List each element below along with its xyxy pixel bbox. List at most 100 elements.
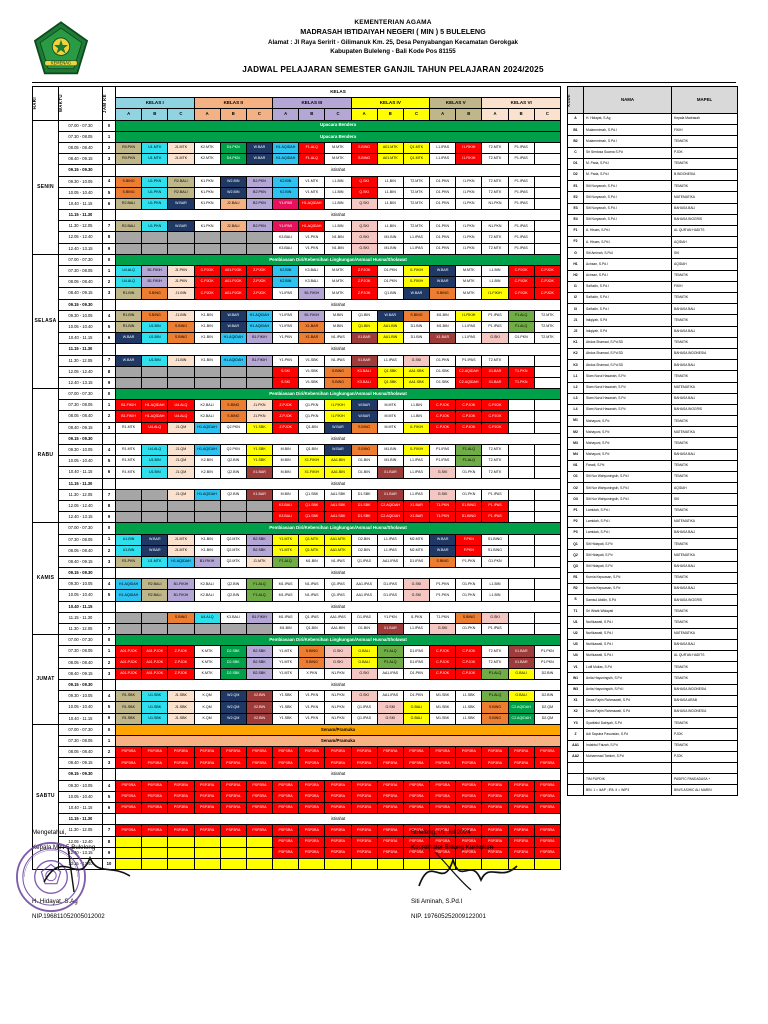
lesson-cell[interactable]: J1.QM xyxy=(167,443,195,457)
lesson-cell[interactable]: PSP3RA xyxy=(193,824,221,837)
lesson-cell[interactable]: Q1.IPAS xyxy=(350,555,378,569)
lesson-cell[interactable]: P1.IPAS xyxy=(481,499,509,513)
lesson-cell[interactable]: G.SKI xyxy=(429,488,457,501)
lesson-cell[interactable]: K3.BALI xyxy=(298,264,326,278)
lesson-cell[interactable]: T2.MTK xyxy=(481,175,509,188)
lesson-cell[interactable]: J1.SBK xyxy=(167,712,195,725)
lesson-cell[interactable]: T2.MTK xyxy=(481,645,509,658)
lesson-cell[interactable]: K3.BALI xyxy=(298,276,326,289)
lesson-cell[interactable]: PSP3RA xyxy=(272,790,300,804)
lesson-cell[interactable]: R1.MTK xyxy=(114,466,143,479)
lesson-cell[interactable]: S.BING xyxy=(324,365,352,378)
lesson-cell[interactable]: H1.AQIDAH xyxy=(298,220,326,233)
lesson-cell[interactable]: B1.FIKIH xyxy=(167,589,195,602)
lesson-cell[interactable]: PSP3RA xyxy=(533,801,562,815)
lesson-cell[interactable]: S.BING xyxy=(298,645,326,658)
lesson-cell[interactable]: Q1.IPAS xyxy=(298,611,326,625)
lesson-cell[interactable]: S.BING xyxy=(114,175,143,188)
lesson-cell[interactable]: J2.BALI xyxy=(219,197,247,211)
lesson-cell[interactable]: Q1.SBK xyxy=(298,499,326,513)
lesson-cell[interactable]: K3.BALI xyxy=(219,611,247,625)
lesson-cell[interactable]: S.BING xyxy=(481,712,509,725)
lesson-cell[interactable]: L1.IPAS xyxy=(402,622,431,636)
lesson-cell[interactable] xyxy=(219,622,247,636)
lesson-cell[interactable]: K3.BALI xyxy=(272,231,300,244)
lesson-cell[interactable]: H1.AQIDAH xyxy=(141,399,169,412)
lesson-cell[interactable]: W2.QM xyxy=(219,690,247,703)
lesson-cell[interactable]: D1.PKN xyxy=(402,690,431,703)
lesson-cell[interactable]: Y1.SBK xyxy=(272,712,300,725)
lesson-cell[interactable]: Y1.SBK xyxy=(245,421,274,434)
lesson-cell[interactable]: S.BING xyxy=(350,141,378,155)
lesson-cell[interactable]: PSP3RA xyxy=(114,779,143,792)
lesson-cell[interactable]: M.MTK xyxy=(376,421,404,434)
lesson-cell[interactable]: Z.PJOK xyxy=(350,287,378,300)
lesson-cell[interactable]: W.BAR xyxy=(376,309,404,322)
lesson-cell[interactable]: P1.ALQ xyxy=(376,656,404,669)
lesson-cell[interactable] xyxy=(533,622,562,636)
lesson-cell[interactable]: U1.SBK xyxy=(141,701,169,714)
lesson-cell[interactable]: PSP3RA xyxy=(298,801,326,815)
lesson-cell[interactable]: K1.PKN xyxy=(193,186,221,199)
lesson-cell[interactable]: M2.MTK xyxy=(402,544,431,557)
lesson-cell[interactable]: U1.BIN xyxy=(141,466,169,479)
lesson-cell[interactable]: Z.PJOK xyxy=(272,410,300,423)
lesson-cell[interactable]: T2.MTK xyxy=(402,175,431,188)
lesson-cell[interactable]: R2.BALI xyxy=(167,186,195,199)
lesson-cell[interactable]: O1.PKN xyxy=(455,466,483,479)
lesson-cell[interactable]: P1.ALQ xyxy=(481,667,509,680)
lesson-cell[interactable]: PSP3RA xyxy=(324,757,352,770)
lesson-cell[interactable]: L1.BIN xyxy=(376,175,404,188)
lesson-cell[interactable]: O1.PKN xyxy=(507,332,535,345)
lesson-cell[interactable]: PSP3RA xyxy=(245,790,274,804)
lesson-cell[interactable]: I1.PKN xyxy=(455,175,483,188)
lesson-cell[interactable]: D2.BIN xyxy=(533,690,562,703)
lesson-cell[interactable]: X1.BAR xyxy=(481,376,509,390)
lesson-cell[interactable]: M.MTK xyxy=(455,287,483,300)
lesson-cell[interactable]: PSP3RA xyxy=(455,835,483,848)
lesson-cell[interactable]: L1.BIN xyxy=(481,264,509,278)
lesson-cell[interactable]: Z.PJOK xyxy=(167,656,195,669)
lesson-cell[interactable]: G.SKI xyxy=(324,645,352,658)
lesson-cell[interactable]: M1.BIN xyxy=(376,443,404,457)
lesson-cell[interactable]: L1.SBK xyxy=(455,690,483,703)
lesson-cell[interactable]: PSP3RA xyxy=(402,746,431,759)
lesson-cell[interactable]: M.MTK xyxy=(324,264,352,278)
lesson-cell[interactable]: R1.BIN xyxy=(114,287,143,300)
lesson-cell[interactable]: L1.BIN xyxy=(324,186,352,199)
lesson-cell[interactable]: PSP3RA xyxy=(324,746,352,759)
lesson-cell[interactable]: C2.AQIDAH xyxy=(376,511,404,524)
lesson-cell[interactable]: G.SKI xyxy=(350,242,378,255)
lesson-cell[interactable] xyxy=(245,231,274,244)
lesson-cell[interactable]: Y1.MTK xyxy=(272,544,300,557)
lesson-cell[interactable]: C2.AQIDAH xyxy=(455,376,483,390)
lesson-cell[interactable]: X1.BAR xyxy=(245,488,274,501)
lesson-cell[interactable]: T1.PKN xyxy=(507,365,535,378)
lesson-cell[interactable]: PSP3RA xyxy=(272,801,300,815)
lesson-cell[interactable]: Z.PJOK xyxy=(272,399,300,412)
lesson-cell[interactable]: R2.BALI xyxy=(114,220,143,233)
lesson-cell[interactable]: X1.BAR xyxy=(376,466,404,479)
lesson-cell[interactable]: S.BING xyxy=(429,555,457,569)
lesson-cell[interactable]: W2.QM xyxy=(219,712,247,725)
lesson-cell[interactable]: Q2.MTK xyxy=(219,555,247,569)
lesson-cell[interactable]: PSP3RA xyxy=(455,746,483,759)
lesson-cell[interactable]: S1.BING xyxy=(455,499,483,513)
lesson-cell[interactable]: P1.IPAS xyxy=(481,622,509,636)
lesson-cell[interactable]: P1.PKN xyxy=(533,656,562,669)
lesson-cell[interactable]: M.BIN xyxy=(272,466,300,479)
lesson-cell[interactable]: PSP3RA xyxy=(429,801,457,815)
lesson-cell[interactable]: O1.PKN xyxy=(455,488,483,501)
lesson-cell[interactable]: T2.MTK xyxy=(481,186,509,199)
lesson-cell[interactable]: B1.FIKIH xyxy=(114,410,143,423)
lesson-cell[interactable]: K3.BALI xyxy=(350,376,378,390)
lesson-cell[interactable]: B1.FIKIH xyxy=(193,555,221,569)
lesson-cell[interactable]: C.PJOK xyxy=(507,276,535,289)
lesson-cell[interactable]: X1.BAR xyxy=(350,354,378,367)
lesson-cell[interactable]: I1.FIKIH xyxy=(402,443,431,457)
lesson-cell[interactable]: C.PJOK xyxy=(455,399,483,412)
lesson-cell[interactable]: K2.BIN xyxy=(193,466,221,479)
lesson-cell[interactable]: PSP3RA xyxy=(219,779,247,792)
lesson-cell[interactable] xyxy=(507,544,535,557)
lesson-cell[interactable]: Y1.SBK xyxy=(272,701,300,714)
